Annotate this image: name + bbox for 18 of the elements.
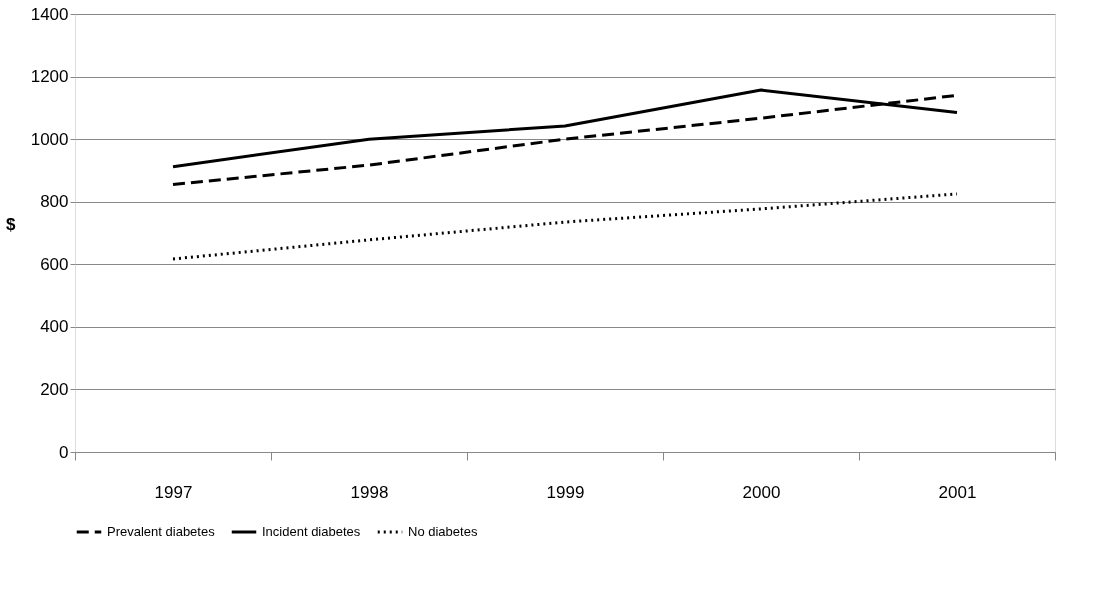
x-tick-label: 2001 (938, 482, 977, 502)
x-tick-label: 1998 (350, 482, 389, 502)
x-tick-label: 1997 (154, 482, 193, 502)
y-tick-label: 1200 (30, 67, 69, 87)
y-tick-label: 0 (59, 442, 69, 462)
x-tick-label: 2000 (742, 482, 781, 502)
y-axis-title: $ (5, 214, 16, 234)
x-tick-label: 1999 (546, 482, 585, 502)
legend-label: Incident diabetes (262, 524, 361, 539)
line-series (171, 192, 959, 261)
legend-label: No diabetes (408, 524, 478, 539)
y-tick-label: 1000 (30, 129, 69, 149)
y-tick-label: 1400 (30, 4, 69, 24)
y-tick-label: 200 (40, 379, 69, 399)
y-tick-label: 400 (40, 317, 69, 337)
legend-label: Prevalent diabetes (107, 524, 216, 539)
y-tick-label: 800 (40, 192, 69, 212)
y-tick-label: 600 (40, 254, 69, 274)
